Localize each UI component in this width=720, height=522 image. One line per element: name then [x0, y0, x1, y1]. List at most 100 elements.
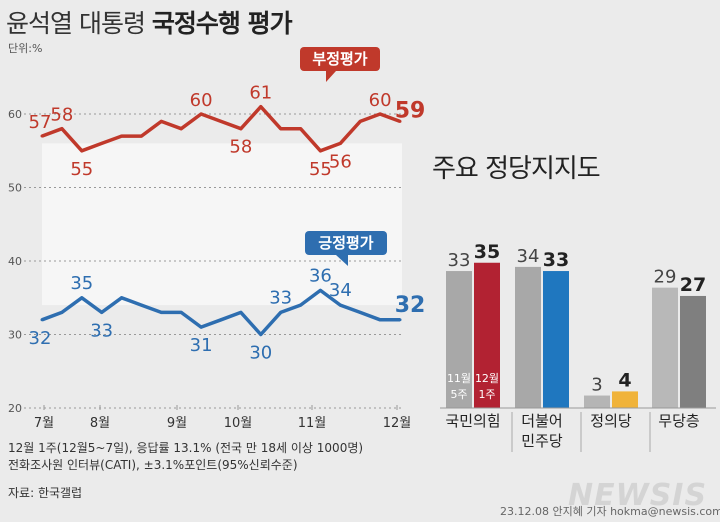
data-label: 55 — [309, 159, 332, 180]
bar-value-label: 34 — [517, 246, 540, 267]
data-point — [139, 134, 143, 138]
in-bar-week-label: 5주 — [450, 388, 467, 401]
bar — [680, 295, 706, 408]
bar-value-label: 33 — [448, 250, 471, 271]
data-point — [358, 310, 362, 314]
data-point — [239, 310, 243, 314]
source-note: 자료: 한국갤럽 — [8, 486, 83, 500]
x-month-label: 11월 — [298, 416, 327, 431]
data-point — [318, 149, 322, 153]
data-point — [179, 127, 183, 131]
category-label: 더불어 — [521, 412, 562, 430]
bar-value-label: 4 — [618, 369, 631, 391]
data-point — [100, 310, 104, 314]
bar — [652, 287, 678, 408]
series-callout-box — [300, 47, 380, 71]
data-point — [358, 119, 362, 123]
data-label: 32 — [395, 293, 426, 318]
data-point — [318, 288, 322, 292]
series-callout-box — [305, 231, 387, 255]
bar-value-label: 27 — [680, 274, 706, 296]
bar — [446, 271, 472, 408]
data-point — [80, 149, 84, 153]
footnote-line: 12월 1주(12월5~7일), 응답률 13.1% (전국 만 18세 이상 … — [8, 441, 364, 455]
x-month-label: 10월 — [224, 416, 253, 431]
series-callout-label: 긍정평가 — [318, 234, 373, 252]
category-label: 민주당 — [521, 432, 563, 450]
bar-value-label: 35 — [474, 241, 500, 263]
footnotes: 12월 1주(12월5~7일), 응답률 13.1% (전국 만 18세 이상 … — [8, 440, 363, 474]
data-label: 60 — [369, 90, 392, 111]
data-point — [120, 296, 124, 300]
data-label: 55 — [70, 159, 93, 180]
data-point — [219, 318, 223, 322]
title-bold: 국정수행 평가 — [151, 9, 293, 38]
data-point — [279, 127, 283, 131]
data-point — [159, 119, 163, 123]
bar-value-label: 33 — [543, 249, 569, 271]
title-light: 윤석열 대통령 — [6, 9, 146, 38]
bar — [474, 262, 500, 408]
data-point — [139, 303, 143, 307]
data-label: 34 — [329, 280, 352, 301]
x-month-label: 7월 — [34, 416, 54, 431]
data-label: 58 — [50, 105, 73, 126]
y-tick-label: 50 — [8, 182, 22, 195]
newsis-logo: NEWSIS — [568, 478, 708, 513]
data-label: 57 — [29, 112, 52, 133]
chart-band — [42, 143, 402, 306]
data-point — [239, 127, 243, 131]
data-point — [279, 310, 283, 314]
data-point — [199, 112, 203, 116]
bar — [584, 395, 610, 408]
data-label: 58 — [229, 137, 252, 158]
data-point — [40, 134, 44, 138]
y-tick-label: 20 — [8, 402, 22, 415]
data-point — [60, 127, 64, 131]
data-point — [299, 303, 303, 307]
data-label: 59 — [395, 98, 426, 123]
data-point — [259, 105, 263, 109]
category-label: 정의당 — [590, 412, 632, 430]
data-point — [338, 141, 342, 145]
bar-value-label: 3 — [591, 375, 602, 396]
unit-label: 단위:% — [8, 42, 43, 55]
y-tick-label: 30 — [8, 329, 22, 342]
data-point — [120, 134, 124, 138]
data-point — [199, 325, 203, 329]
category-label: 무당층 — [658, 412, 699, 430]
bar — [515, 266, 541, 408]
data-label: 56 — [329, 151, 352, 172]
data-point — [338, 303, 342, 307]
data-point — [378, 318, 382, 322]
data-label: 33 — [90, 320, 113, 341]
bar — [612, 391, 638, 408]
in-bar-week-label: 12월 — [475, 372, 499, 385]
page-title: 윤석열 대통령 국정수행 평가 — [6, 4, 293, 40]
data-point — [60, 310, 64, 314]
data-point — [219, 119, 223, 123]
y-tick-label: 40 — [8, 255, 22, 268]
data-point — [159, 310, 163, 314]
data-point — [378, 112, 382, 116]
data-label: 61 — [249, 83, 272, 104]
category-label: 국민의힘 — [445, 412, 500, 430]
y-tick-label: 60 — [8, 108, 22, 121]
in-bar-week-label: 1주 — [478, 388, 495, 401]
data-point — [100, 141, 104, 145]
data-point — [299, 127, 303, 131]
data-point — [179, 310, 183, 314]
footnote-line: 전화조사원 인터뷰(CATI), ±3.1%포인트(95%신뢰수준) — [8, 458, 298, 472]
data-label: 31 — [190, 335, 213, 356]
data-label: 32 — [29, 328, 52, 349]
data-point — [398, 318, 402, 322]
credit-line: 23.12.08 안지혜 기자 hokma@newsis.com — [500, 505, 720, 518]
in-bar-week-label: 11월 — [447, 372, 471, 385]
series-callout-tip — [326, 71, 336, 82]
data-label: 36 — [309, 265, 332, 286]
data-label: 60 — [190, 90, 213, 111]
data-point — [80, 296, 84, 300]
party-support-title: 주요 정당지지도 — [432, 154, 601, 184]
